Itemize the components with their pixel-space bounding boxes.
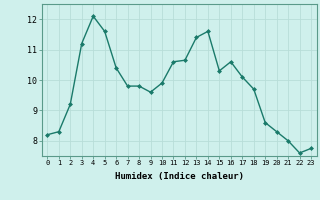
X-axis label: Humidex (Indice chaleur): Humidex (Indice chaleur) (115, 172, 244, 181)
